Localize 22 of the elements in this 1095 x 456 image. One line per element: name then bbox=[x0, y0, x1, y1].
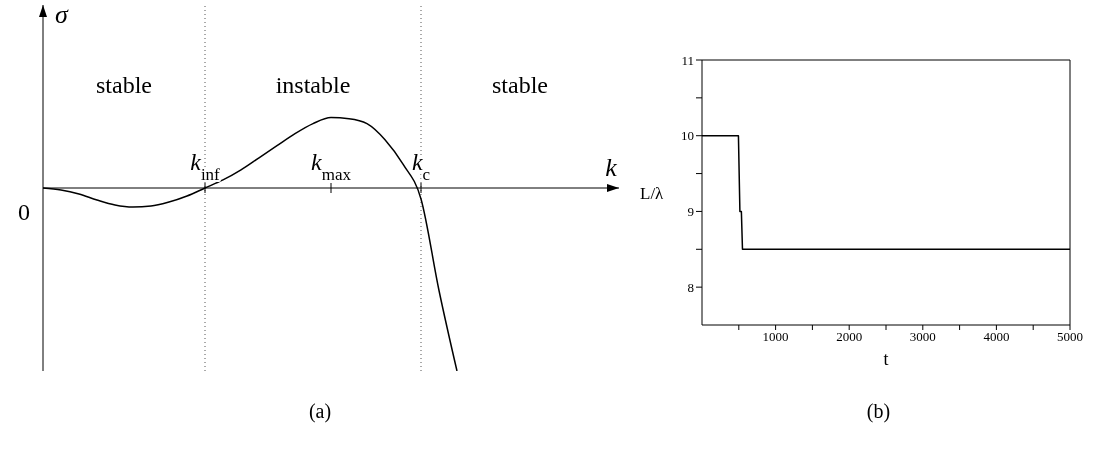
y-tick-label: 10 bbox=[681, 128, 694, 144]
text: stable bbox=[96, 72, 152, 98]
x-tick-label: 2000 bbox=[836, 329, 863, 345]
x-tick-label: 5000 bbox=[1057, 329, 1083, 345]
text: (b) bbox=[865, 400, 892, 423]
x-tick-label: 1000 bbox=[762, 329, 789, 345]
y-axis-title: L/λ bbox=[640, 183, 665, 203]
text: stable bbox=[492, 72, 548, 98]
text: instable bbox=[275, 72, 351, 98]
x-tick-label: k$_{c}$ bbox=[411, 149, 431, 184]
y-tick-label: 11 bbox=[681, 52, 694, 68]
text: (a) bbox=[308, 400, 332, 423]
x-tick-label: k$_{max}$ bbox=[311, 149, 352, 184]
y-tick-label: 8 bbox=[687, 279, 694, 295]
x-tick-label: k$_{inf}$ bbox=[190, 149, 221, 184]
x-axis-title: t bbox=[883, 349, 889, 369]
text: 0 bbox=[18, 199, 30, 225]
y-tick-label: 9 bbox=[687, 204, 694, 220]
x-tick-label: 4000 bbox=[983, 329, 1010, 345]
x-tick-label: 3000 bbox=[909, 329, 936, 345]
y-axis-title: σ bbox=[55, 0, 69, 29]
x-axis-title: k bbox=[605, 153, 618, 182]
